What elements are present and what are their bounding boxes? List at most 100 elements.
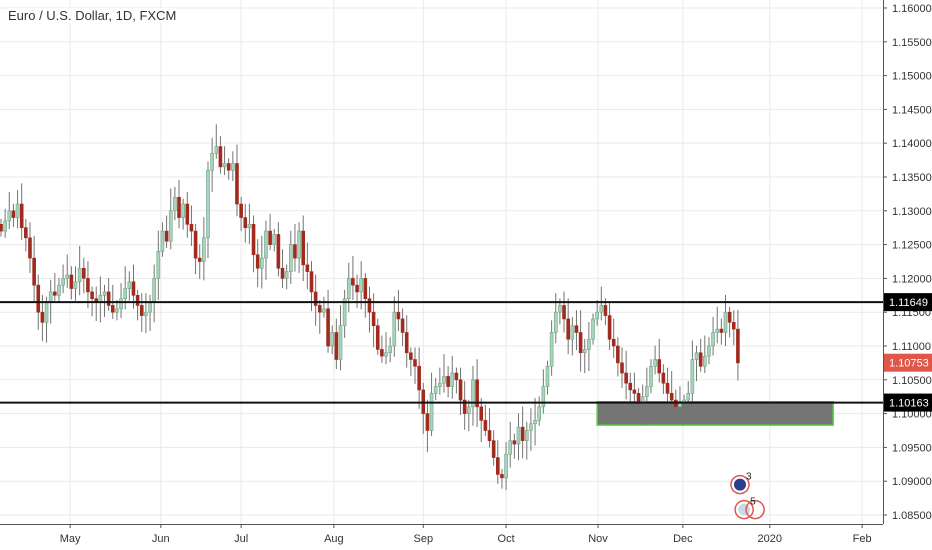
candle-down[interactable] [351, 278, 355, 286]
candle-down[interactable] [607, 315, 612, 340]
candle-up[interactable] [322, 308, 326, 313]
candle-down[interactable] [218, 146, 223, 168]
candle-up[interactable] [202, 237, 206, 262]
candle-up[interactable] [429, 393, 434, 431]
candle-down[interactable] [380, 349, 384, 357]
candle-down[interactable] [110, 305, 115, 313]
candle-up[interactable] [338, 325, 343, 360]
candle-down[interactable] [396, 311, 401, 320]
candle-up[interactable] [524, 430, 529, 441]
candle-down[interactable] [131, 281, 136, 296]
candle-up[interactable] [582, 349, 587, 354]
candle-up[interactable] [346, 278, 351, 299]
candle-down[interactable] [400, 318, 405, 333]
candle-up[interactable] [649, 365, 653, 387]
candle-down[interactable] [413, 359, 417, 367]
candle-up[interactable] [384, 352, 388, 357]
candle-up[interactable] [73, 281, 78, 289]
candle-down[interactable] [53, 291, 57, 296]
candle-up[interactable] [214, 146, 219, 154]
candle-up[interactable] [653, 359, 657, 367]
candle-down[interactable] [520, 426, 525, 441]
candle-down[interactable] [458, 379, 463, 401]
candle-down[interactable] [624, 372, 628, 384]
candle-down[interactable] [86, 278, 90, 293]
candle-down[interactable] [719, 328, 724, 333]
candle-down[interactable] [371, 311, 376, 327]
candle-down[interactable] [32, 257, 36, 286]
candle-down[interactable] [475, 379, 479, 408]
candle-up[interactable] [359, 278, 363, 293]
candle-down[interactable] [36, 284, 41, 313]
candle-up[interactable] [148, 301, 152, 313]
candle-up[interactable] [690, 359, 695, 394]
candle-down[interactable] [562, 305, 566, 320]
candle-down[interactable] [280, 267, 285, 279]
candle-up[interactable] [450, 372, 455, 387]
candle-down[interactable] [82, 267, 86, 279]
candle-down[interactable] [24, 227, 28, 239]
candle-down[interactable] [727, 311, 732, 323]
candle-up[interactable] [210, 153, 214, 171]
candle-up[interactable] [61, 278, 65, 286]
candle-down[interactable] [301, 230, 306, 266]
candle-down[interactable] [731, 322, 736, 330]
candle-up[interactable] [433, 386, 438, 394]
candle-up[interactable] [3, 220, 7, 232]
candle-down[interactable] [355, 284, 359, 293]
candle-up[interactable] [102, 291, 107, 296]
candle-up[interactable] [342, 298, 347, 327]
candle-up[interactable] [541, 386, 546, 408]
candle-down[interactable] [363, 278, 368, 299]
candle-up[interactable] [467, 406, 471, 414]
candle-down[interactable] [574, 325, 579, 333]
candle-up[interactable] [48, 291, 53, 303]
candle-down[interactable] [620, 362, 624, 374]
support-zone-rectangle[interactable] [596, 401, 834, 426]
candle-up[interactable] [711, 332, 715, 347]
candle-up[interactable] [392, 311, 397, 347]
candle-up[interactable] [438, 382, 442, 387]
candle-down[interactable] [483, 420, 488, 431]
candle-up[interactable] [123, 288, 127, 299]
candle-down[interactable] [317, 305, 322, 313]
candle-up[interactable] [173, 196, 177, 212]
candle-down[interactable] [657, 359, 662, 374]
candle-down[interactable] [736, 328, 740, 364]
candle-down[interactable] [0, 224, 3, 232]
candle-down[interactable] [578, 332, 583, 354]
candle-up[interactable] [558, 305, 562, 313]
candle-down[interactable] [334, 332, 339, 360]
candle-up[interactable] [707, 345, 711, 357]
candle-down[interactable] [189, 224, 194, 232]
candle-up[interactable] [330, 332, 335, 347]
candle-down[interactable] [268, 230, 272, 245]
candle-down[interactable] [251, 224, 256, 256]
candle-down[interactable] [632, 389, 637, 394]
candle-down[interactable] [106, 291, 111, 306]
candle-down[interactable] [665, 382, 670, 394]
candle-down[interactable] [139, 305, 144, 316]
candle-down[interactable] [193, 230, 198, 259]
candle-up[interactable] [272, 234, 277, 245]
candle-down[interactable] [462, 399, 467, 414]
candle-up[interactable] [553, 311, 558, 333]
candle-down[interactable] [40, 311, 45, 323]
candle-down[interactable] [164, 230, 169, 242]
candle-up[interactable] [156, 251, 161, 279]
candle-down[interactable] [11, 210, 16, 218]
candle-down[interactable] [446, 376, 450, 387]
candle-up[interactable] [645, 386, 649, 398]
candle-up[interactable] [77, 267, 82, 283]
candle-up[interactable] [7, 210, 12, 222]
candle-up[interactable] [288, 244, 293, 272]
candle-down[interactable] [309, 271, 314, 293]
candle-down[interactable] [495, 457, 500, 475]
candle-up[interactable] [545, 365, 550, 387]
candle-down[interactable] [375, 325, 380, 350]
candle-down[interactable] [661, 372, 666, 384]
candle-down[interactable] [19, 203, 24, 228]
candle-down[interactable] [487, 430, 492, 441]
candle-down[interactable] [698, 352, 703, 367]
